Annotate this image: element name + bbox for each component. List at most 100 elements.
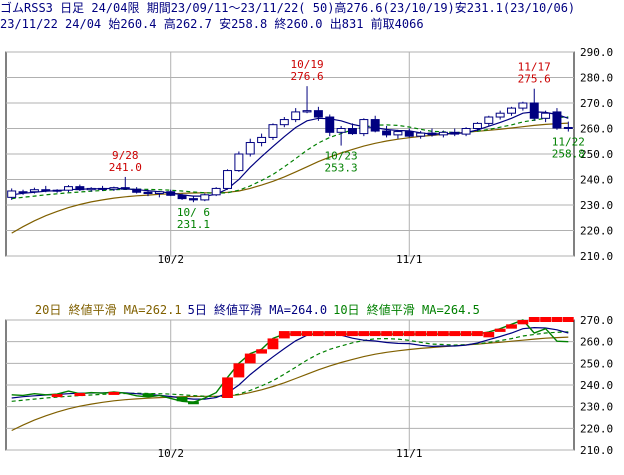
up-brick	[51, 394, 63, 398]
legend-ma5: 5日 終値平滑 MA=264.0	[187, 52, 328, 66]
up-brick	[108, 391, 120, 395]
candle-up	[245, 142, 255, 155]
candle-up	[507, 107, 516, 114]
three-line-value: 3段抜き新値足 (終値)=264.0	[58, 319, 228, 333]
legend-three-line: 3段抜き新値足 (終値)=264.0 陽転中 10 手目 転換値 : 263.4	[30, 305, 427, 347]
header-line-1: ゴムRSS3 日足 24/04限 期間23/09/11～23/11/22( 50…	[0, 0, 624, 16]
ma10-line	[11, 116, 569, 200]
candle-down	[166, 191, 176, 196]
reversal-value: 転換値 : 263.4	[326, 319, 421, 333]
candle-down	[143, 191, 153, 195]
annotation-date: 10/ 6	[177, 206, 210, 219]
candle-up	[64, 186, 73, 191]
candle-up	[302, 110, 312, 113]
top-brick	[528, 317, 540, 322]
candle-down	[177, 194, 187, 200]
candle-up	[291, 111, 301, 121]
upper-y-tick-label: 270.0	[580, 97, 613, 110]
annotation-date: 10/23	[325, 150, 358, 163]
candle-up	[257, 136, 267, 144]
candle-up	[109, 187, 119, 190]
plateau-brick	[449, 331, 461, 337]
upper-y-tick-label: 230.0	[580, 199, 613, 212]
candle-down	[370, 119, 380, 132]
candle-up	[7, 190, 17, 198]
lower-y-tick-label: 240.0	[580, 379, 613, 392]
lower-y-tick-label: 270.0	[580, 314, 613, 327]
candle-down	[41, 189, 51, 192]
up-brick	[74, 393, 86, 397]
candle-down	[563, 126, 573, 130]
legend-ma20-lower: 20日 終値平滑 MA=262.1	[34, 303, 182, 317]
lower-y-tick-label: 210.0	[580, 444, 613, 457]
candle-down	[552, 111, 562, 129]
upper-x-tick-label: 11/1	[396, 253, 423, 266]
annotation-value: 258.8	[552, 148, 585, 161]
up-brick	[256, 349, 267, 354]
upper-y-tick-label: 240.0	[580, 174, 613, 187]
top-brick	[540, 317, 551, 322]
legend-ma10: 10日 終値平滑 MA=264.5	[333, 52, 480, 66]
lower-y-tick-label: 230.0	[580, 401, 613, 414]
up-brick	[244, 353, 256, 364]
lower-ma20-line	[11, 336, 569, 432]
candle-down	[120, 187, 130, 190]
plateau-brick	[426, 331, 438, 337]
up-brick	[233, 363, 245, 378]
annotation-value: 231.1	[177, 218, 210, 231]
down-brick	[188, 401, 199, 405]
candle-up	[484, 116, 494, 124]
upper-y-tick-label: 220.0	[580, 225, 613, 238]
candle-down	[529, 102, 539, 119]
candle-up	[438, 131, 448, 136]
header-line-2: 23/11/22 24/04 始260.4 高262.7 安258.8 終260…	[0, 16, 624, 32]
candle-up	[154, 191, 164, 195]
top-brick	[562, 317, 574, 322]
up-brick	[483, 331, 495, 338]
annotation-value: 275.6	[518, 73, 551, 86]
candle-down	[313, 110, 323, 118]
candle-up	[461, 128, 471, 135]
candle-down	[98, 187, 108, 190]
plateau-brick	[460, 331, 472, 337]
candle-up	[211, 187, 221, 196]
down-brick	[176, 396, 188, 402]
upper-y-tick-label: 210.0	[580, 250, 613, 263]
candle-down	[132, 188, 142, 193]
annotation-date: 9/28	[112, 149, 139, 162]
upper-y-tick-label: 250.0	[580, 148, 613, 161]
legend-top: 20日 終値平滑 MA=262.1 5日 終値平滑 MA=264.0 10日 終値平…	[6, 38, 486, 80]
trend-status: 陽転中	[233, 319, 270, 333]
plateau-brick	[437, 331, 449, 337]
lower-y-tick-label: 260.0	[580, 336, 613, 349]
candle-up	[223, 170, 232, 189]
candle-up	[234, 153, 244, 172]
lower-x-tick-label: 11/1	[396, 447, 423, 460]
upper-x-tick-label: 10/2	[157, 253, 184, 266]
candle-up	[393, 131, 403, 136]
candle-up	[52, 189, 62, 192]
candle-down	[325, 116, 335, 133]
up-brick	[506, 324, 517, 329]
ma5-line	[11, 111, 569, 197]
trend-count: 10 手目	[275, 319, 321, 333]
candle-up	[359, 119, 369, 135]
candle-down	[188, 198, 198, 201]
candle-down	[450, 131, 460, 135]
candle-up	[18, 191, 28, 194]
legend-bottom: 20日 終値平滑 MA=262.1 5日 終値平滑 MA=264.0 10日 終値平…	[6, 289, 486, 331]
candle-down	[382, 130, 392, 136]
candle-up	[541, 112, 551, 119]
candle-up	[279, 119, 289, 126]
candle-up	[29, 189, 39, 193]
annotation-value: 241.0	[109, 161, 142, 174]
candle-up	[416, 132, 426, 137]
candle-up	[200, 194, 210, 201]
candle-up	[495, 112, 505, 118]
candle-up	[472, 122, 482, 130]
upper-y-tick-label: 260.0	[580, 123, 613, 136]
candle-up	[518, 102, 528, 109]
ma20-line	[11, 122, 569, 234]
up-brick	[494, 328, 506, 332]
